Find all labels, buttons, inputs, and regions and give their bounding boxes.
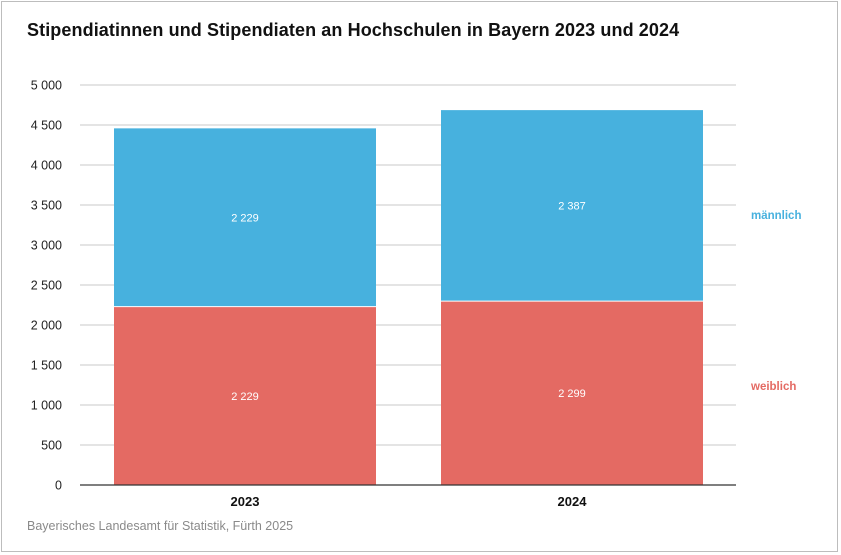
chart-title: Stipendiatinnen und Stipendiaten an Hoch… bbox=[27, 20, 680, 40]
data-label: 2 229 bbox=[231, 213, 259, 225]
y-tick-label: 4 000 bbox=[31, 159, 62, 173]
bar-segment-männlich-2024 bbox=[441, 110, 703, 302]
y-tick-label: 2 500 bbox=[31, 279, 62, 293]
y-tick-label: 1 000 bbox=[31, 399, 62, 413]
bar-segment-männlich-2023 bbox=[114, 128, 376, 307]
data-label: 2 229 bbox=[231, 391, 259, 403]
y-tick-label: 5 000 bbox=[31, 79, 62, 93]
y-tick-label: 0 bbox=[55, 479, 62, 493]
x-tick-label: 2023 bbox=[231, 494, 260, 509]
legend-entry-weiblich: weiblich bbox=[750, 381, 796, 393]
bar-segment-weiblich-2024 bbox=[441, 301, 703, 485]
data-label: 2 387 bbox=[558, 201, 586, 213]
bar-segment-weiblich-2023 bbox=[114, 306, 376, 485]
data-label: 2 299 bbox=[558, 388, 586, 400]
y-tick-label: 4 500 bbox=[31, 119, 62, 133]
y-tick-label: 1 500 bbox=[31, 359, 62, 373]
x-tick-label: 2024 bbox=[558, 494, 588, 509]
y-tick-label: 3 500 bbox=[31, 199, 62, 213]
y-tick-label: 2 000 bbox=[31, 319, 62, 333]
y-tick-label: 3 000 bbox=[31, 239, 62, 253]
source-note: Bayerisches Landesamt für Statistik, Für… bbox=[27, 519, 294, 533]
legend-entry-männlich: männlich bbox=[751, 210, 801, 222]
y-tick-label: 500 bbox=[41, 439, 62, 453]
